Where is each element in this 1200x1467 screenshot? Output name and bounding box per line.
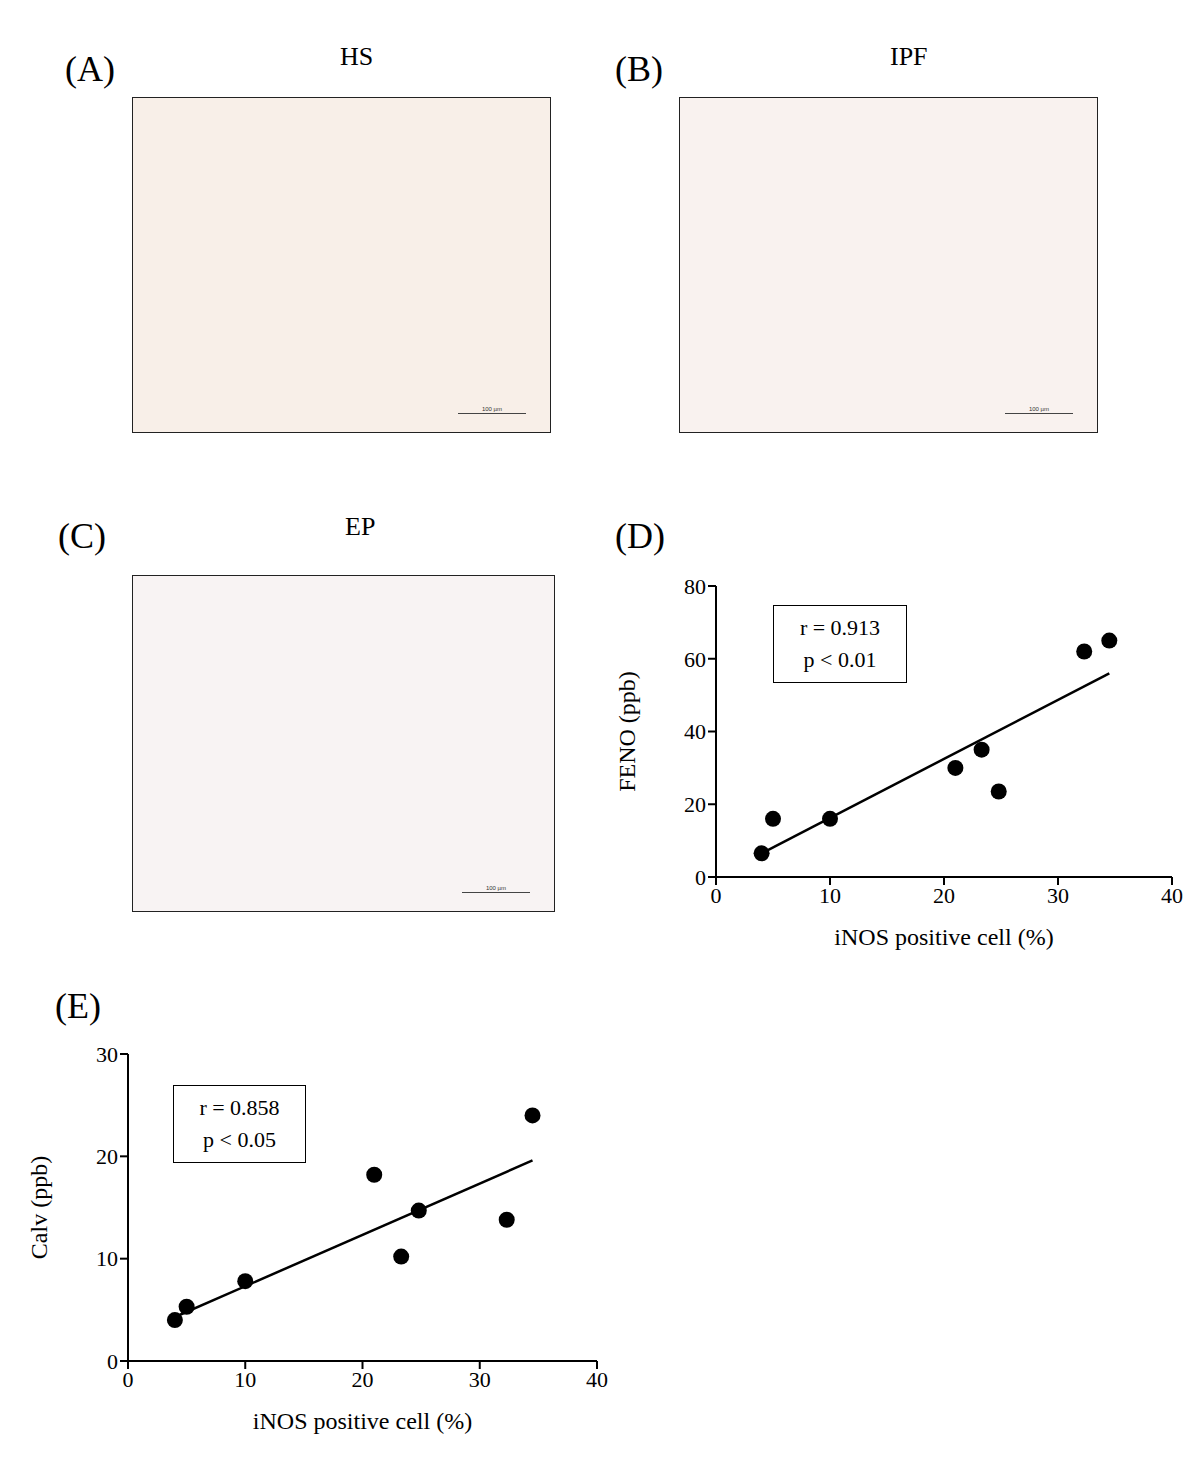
svg-text:30: 30: [1047, 883, 1069, 908]
svg-text:40: 40: [586, 1367, 608, 1392]
svg-text:iNOS positive cell (%): iNOS positive cell (%): [834, 924, 1053, 950]
svg-text:30: 30: [96, 1042, 118, 1067]
svg-text:10: 10: [96, 1246, 118, 1271]
svg-text:20: 20: [352, 1367, 374, 1392]
svg-text:60: 60: [684, 647, 706, 672]
svg-text:0: 0: [711, 883, 722, 908]
svg-text:10: 10: [234, 1367, 256, 1392]
svg-text:20: 20: [96, 1144, 118, 1169]
html-text:100 µm: 100 µm: [485, 885, 507, 891]
svg-text:0: 0: [123, 1367, 134, 1392]
html-text:(D): (D): [615, 516, 665, 556]
html-text:r = 0.858: r = 0.858: [199, 1095, 280, 1120]
html-text:HS: HS: [340, 42, 374, 71]
html-text:p < 0.01: p < 0.01: [803, 647, 877, 672]
html-text:(C): (C): [58, 516, 106, 556]
svg-text:FENO (ppb): FENO (ppb): [614, 671, 640, 792]
html-text:(A): (A): [65, 49, 115, 89]
svg-text:0: 0: [695, 865, 706, 890]
html-text:(E): (E): [55, 986, 101, 1026]
svg-text:20: 20: [933, 883, 955, 908]
svg-text:10: 10: [819, 883, 841, 908]
svg-text:80: 80: [684, 574, 706, 599]
svg-text:iNOS positive cell (%): iNOS positive cell (%): [253, 1408, 472, 1434]
svg-text:20: 20: [684, 792, 706, 817]
svg-text:40: 40: [1161, 883, 1183, 908]
html-text:100 µm: 100 µm: [481, 406, 503, 412]
html-text:EP: EP: [345, 512, 376, 541]
svg-text:Calv (ppb): Calv (ppb): [26, 1156, 52, 1259]
svg-text:30: 30: [469, 1367, 491, 1392]
html-text:r = 0.913: r = 0.913: [799, 615, 881, 640]
html-text:p < 0.05: p < 0.05: [203, 1127, 276, 1152]
svg-text:0: 0: [107, 1349, 118, 1374]
svg-text:40: 40: [684, 719, 706, 744]
html-text:(B): (B): [615, 49, 663, 89]
html-text:100 µm: 100 µm: [1028, 406, 1050, 412]
html-text:IPF: IPF: [890, 42, 928, 71]
